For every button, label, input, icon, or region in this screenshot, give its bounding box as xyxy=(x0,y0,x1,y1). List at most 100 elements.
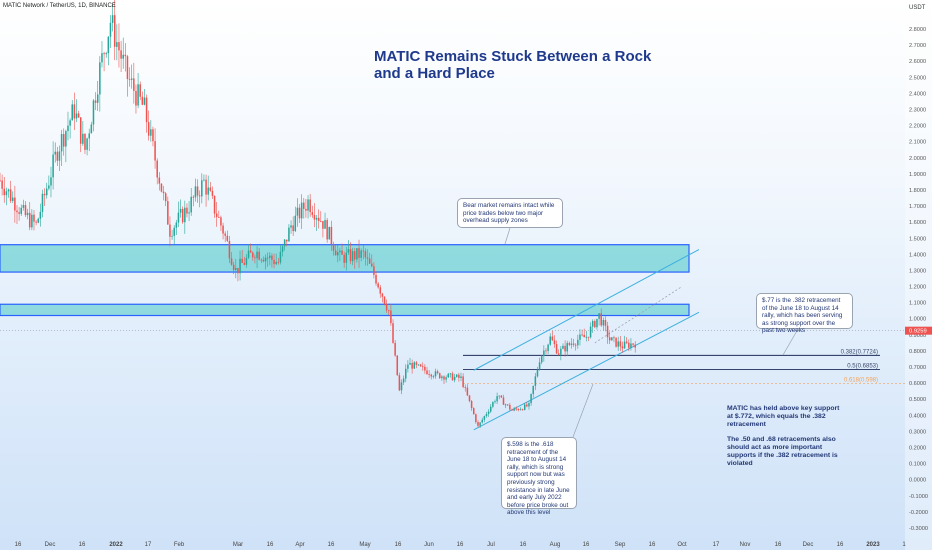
candle-body xyxy=(275,261,277,265)
candle-body xyxy=(424,366,426,371)
candle-body xyxy=(37,218,40,223)
candle-body xyxy=(315,217,318,220)
candle-body xyxy=(173,227,175,236)
candle-body xyxy=(432,376,435,378)
candle-body xyxy=(184,207,186,223)
candle-body xyxy=(428,374,430,375)
candle-body xyxy=(415,362,418,365)
candle-body xyxy=(390,310,392,324)
y-axis-tick-label: 2.4000 xyxy=(909,91,926,97)
x-axis-tick-label: Mar xyxy=(233,542,243,548)
candle-body xyxy=(82,133,84,144)
x-axis-tick-label: Jul xyxy=(487,542,495,548)
candle-body xyxy=(434,371,437,377)
candle-body xyxy=(600,313,602,326)
candle-body xyxy=(79,117,82,144)
candle-body xyxy=(11,197,14,201)
candle-body xyxy=(5,191,8,196)
candle-body xyxy=(126,56,129,79)
candle-body xyxy=(245,257,248,265)
y-axis-tick-label: 1.8000 xyxy=(909,188,926,194)
candle-body xyxy=(487,411,490,414)
candle-body xyxy=(630,343,632,348)
candle-body xyxy=(9,189,12,201)
y-axis-tick-label: 2.2000 xyxy=(909,124,926,130)
candle-body xyxy=(394,342,396,356)
candle-body xyxy=(513,408,515,411)
y-axis-unit: USDT xyxy=(909,5,926,11)
candle-body xyxy=(628,342,630,348)
candle-body xyxy=(69,120,71,126)
candle-body xyxy=(220,217,222,226)
candle-body xyxy=(260,259,263,261)
candle-body xyxy=(543,350,545,357)
candle-body xyxy=(519,409,522,411)
candle-body xyxy=(594,320,596,328)
candle-body xyxy=(438,373,441,379)
candle-body xyxy=(430,374,433,377)
candle-body xyxy=(145,97,148,123)
y-axis-tick-label: 1.5000 xyxy=(909,236,926,242)
candle-body xyxy=(288,227,290,242)
candle-body xyxy=(286,239,288,242)
candle-body xyxy=(623,341,626,349)
y-axis-tick-label: 2.5000 xyxy=(909,75,926,81)
candle-body xyxy=(88,133,90,139)
candle-body xyxy=(241,258,243,263)
y-axis-tick-label: 0.1000 xyxy=(909,462,926,468)
candle-body xyxy=(45,188,48,196)
x-axis-tick-label: 1 xyxy=(902,542,906,548)
candle-body xyxy=(90,124,93,134)
y-axis-tick-label: 0.3000 xyxy=(909,429,926,435)
y-axis-tick-label: 0.0000 xyxy=(909,478,926,484)
candle-body xyxy=(305,208,307,211)
candle-body xyxy=(139,84,141,97)
candle-body xyxy=(322,221,324,229)
candle-body xyxy=(264,257,267,262)
candle-body xyxy=(309,199,311,213)
candle-body xyxy=(581,334,583,336)
x-axis-tick-label: 2023 xyxy=(866,542,880,548)
candle-body xyxy=(62,134,65,147)
candle-body xyxy=(485,413,488,417)
candle-body xyxy=(347,249,350,253)
candle-body xyxy=(313,215,316,220)
candle-body xyxy=(22,205,25,208)
candle-body xyxy=(198,195,201,197)
candle-body xyxy=(194,186,197,198)
x-axis-tick-label: 16 xyxy=(649,542,656,548)
candle-body xyxy=(75,113,78,119)
candle-body xyxy=(58,151,61,161)
callout-pointers xyxy=(504,227,799,438)
candle-body xyxy=(71,104,73,121)
supply-zone-2 xyxy=(0,303,690,317)
candle-body xyxy=(324,220,326,229)
candle-body xyxy=(413,362,416,369)
candle-body xyxy=(517,409,520,411)
candle-body xyxy=(175,222,178,228)
candle-body xyxy=(402,378,405,383)
y-axis-tick-label: 2.7000 xyxy=(909,43,926,49)
candle-body xyxy=(39,211,42,219)
candle-body xyxy=(179,208,182,213)
candle-body xyxy=(18,212,20,214)
candle-body xyxy=(181,208,184,223)
candle-body xyxy=(1,180,3,189)
candle-body xyxy=(445,377,447,380)
candle-body xyxy=(511,409,513,411)
candle-body xyxy=(281,246,284,252)
x-axis-tick-label: 16 xyxy=(457,542,464,548)
candle-body xyxy=(213,195,216,214)
candle-body xyxy=(228,240,231,259)
candle-body xyxy=(150,129,152,136)
y-axis: USDT 2.8000 2.7000 2.6000 2.5000 2.4000 2.3000… xyxy=(905,0,932,550)
current-price-tag xyxy=(905,326,932,335)
x-axis-tick-label: 16 xyxy=(267,542,274,548)
candle-body xyxy=(421,366,424,368)
candle-body xyxy=(73,104,76,119)
candle-body xyxy=(449,373,452,375)
candle-body xyxy=(462,376,464,388)
candle-body xyxy=(339,250,341,253)
candle-body xyxy=(207,187,209,195)
